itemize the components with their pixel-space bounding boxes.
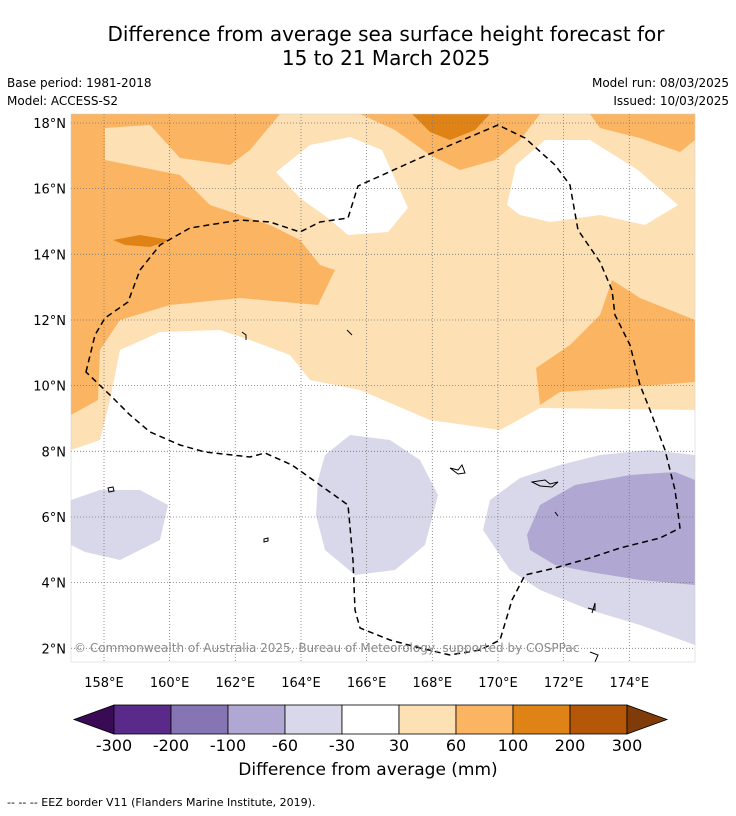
copyright-notice: © Commonwealth of Australia 2025, Bureau… [74,641,579,655]
map-plot-area: © Commonwealth of Australia 2025, Bureau… [71,114,695,662]
lat-label: 10°N [33,380,66,395]
lon-label: 164°E [281,676,321,691]
map-title: Difference from average sea surface heig… [0,22,736,70]
contour-neg60-neg100-east [527,472,695,585]
lon-axis: 158°E 160°E 162°E 164°E 166°E 168°E 170°… [84,676,649,691]
colorbar-tick: -30 [329,736,355,755]
lon-label: 162°E [216,676,256,691]
eez-legend-footer: -- -- -- EEZ border V11 (Flanders Marine… [7,796,316,809]
lat-label: 8°N [42,445,67,460]
colorbar-segment [227,704,286,735]
lat-label: 6°N [42,511,67,526]
lat-label: 16°N [33,183,66,198]
colorbar-tick: -60 [272,736,298,755]
colorbar-tick: -100 [210,736,246,755]
lon-label: 166°E [347,676,387,691]
colorbar-tick: 60 [446,736,466,755]
colorbar-segment [284,704,343,735]
colorbar-segment [569,704,628,735]
island-2 [263,537,269,543]
islands [107,329,599,662]
lon-label: 174°E [610,676,650,691]
island-9 [346,329,353,336]
meta-right: Model run: 08/03/2025 Issued: 10/03/2025 [592,74,729,110]
colorbar-segment [398,704,457,735]
contour-neg30-neg60-central [316,435,438,575]
contour-100-200-west [113,235,170,247]
lat-label: 12°N [33,314,66,329]
island-3 [530,479,559,488]
lon-label: 172°E [544,676,584,691]
title-line-1: Difference from average sea surface heig… [107,22,665,46]
colorbar: -300 -200 -100 -60 -30 30 60 100 200 300 [72,704,669,755]
colorbar-segment [512,704,571,735]
contour-60-100-north [360,114,540,170]
island-8 [241,331,247,340]
island-6 [589,651,599,662]
colorbar-label: Difference from average (mm) [238,760,498,780]
island-5 [587,602,596,614]
colorbar-tick: -300 [96,736,132,755]
colorbar-tick: 200 [555,736,586,755]
title-line-2: 15 to 21 March 2025 [281,46,491,70]
colorbar-tick: 100 [498,736,529,755]
plot-frame [70,113,696,663]
meta-left: Base period: 1981-2018 Model: ACCESS-S2 [7,74,152,110]
lon-label: 160°E [150,676,190,691]
colorbar-segment [170,704,229,735]
colorbar-tick: -200 [153,736,189,755]
model-name: Model: ACCESS-S2 [7,94,119,108]
contour-white-northeast [507,140,678,225]
colorbar-tick: 30 [389,736,409,755]
lat-label: 14°N [33,248,66,263]
lon-label: 158°E [84,676,124,691]
lat-label: 4°N [42,577,67,592]
contour-neg30-neg60-west [71,490,168,560]
eez-border-dashed [85,124,681,656]
lat-axis: 18°N 16°N 14°N 12°N 10°N 8°N 6°N 4°N 2°N [33,117,66,657]
colorbar-extend-low [72,704,115,735]
colorbar-extend-high [626,704,669,735]
contour-white-north [276,137,408,235]
lon-label: 168°E [413,676,453,691]
lat-label: 18°N [33,117,66,132]
grid-lines [71,114,695,662]
island-4 [449,464,466,475]
island-7 [554,511,559,517]
contour-60-100-west [71,114,335,415]
contour-60-100-east [536,280,695,405]
lon-label: 170°E [478,676,518,691]
contour-100-200-north [412,114,490,140]
island-1 [107,486,115,493]
lat-label: 2°N [42,642,67,657]
issued-date: Issued: 10/03/2025 [613,94,729,108]
colorbar-segment [455,704,514,735]
colorbar-segment [341,704,400,735]
colorbar-tick: 300 [612,736,643,755]
contour-60-100-northeast [590,114,695,152]
base-period: Base period: 1981-2018 [7,76,152,90]
model-run: Model run: 08/03/2025 [591,76,729,90]
colorbar-segment [113,704,172,735]
